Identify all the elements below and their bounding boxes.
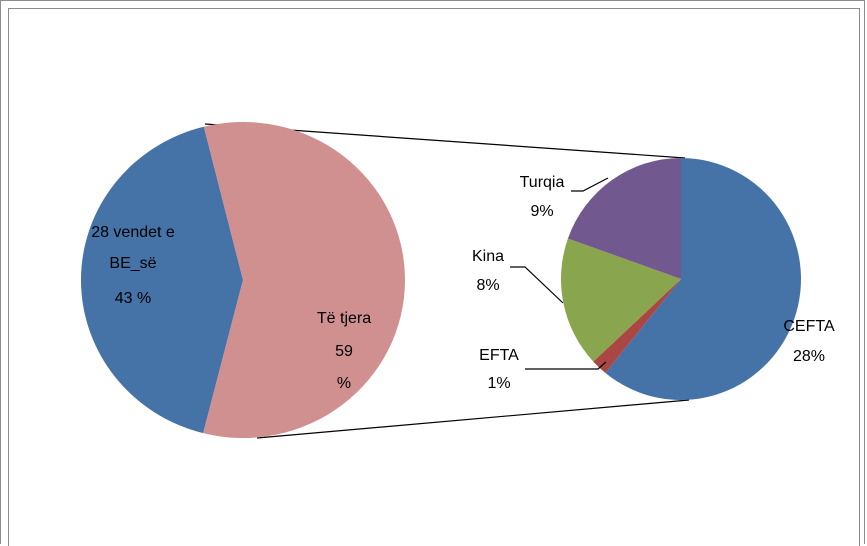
- main-pie: [80, 121, 405, 438]
- slice-label-kina-value: 8%: [476, 277, 499, 294]
- slice-label-efta-value: 1%: [487, 375, 510, 392]
- leader-lines: [510, 177, 609, 370]
- slice-label-eu28-line2: BE_së: [109, 255, 156, 272]
- slice-label-others-unit: %: [337, 375, 351, 392]
- slice-efta: [593, 279, 681, 373]
- secondary-pie: [561, 158, 802, 400]
- slice-label-others-value: 59: [335, 343, 353, 360]
- slice-others: [203, 121, 405, 438]
- slice-label-kina-name: Kina: [472, 248, 504, 265]
- slice-label-eu28-value: 43 %: [115, 290, 151, 307]
- slice-kina: [561, 238, 681, 362]
- slice-cefta: [605, 158, 802, 400]
- slice-label-cefta-value: 28%: [793, 348, 825, 365]
- slice-turqia: [567, 158, 681, 279]
- slice-eu28: [80, 126, 243, 434]
- connector-bottom: [256, 399, 690, 439]
- plot-area-border: [8, 8, 860, 546]
- slice-label-efta-name: EFTA: [479, 347, 519, 364]
- leader-kina: [510, 266, 564, 304]
- slice-label-turqia-value: 9%: [530, 203, 553, 220]
- slice-label-turqia-name: Turqia: [520, 174, 565, 191]
- leader-turqia: [571, 177, 609, 192]
- slice-label-cefta-name: CEFTA: [783, 318, 835, 335]
- slice-label-others-line1: Të tjera: [317, 310, 371, 327]
- leader-efta: [525, 361, 607, 370]
- slice-label-eu28-line1: 28 vendet e: [91, 224, 175, 241]
